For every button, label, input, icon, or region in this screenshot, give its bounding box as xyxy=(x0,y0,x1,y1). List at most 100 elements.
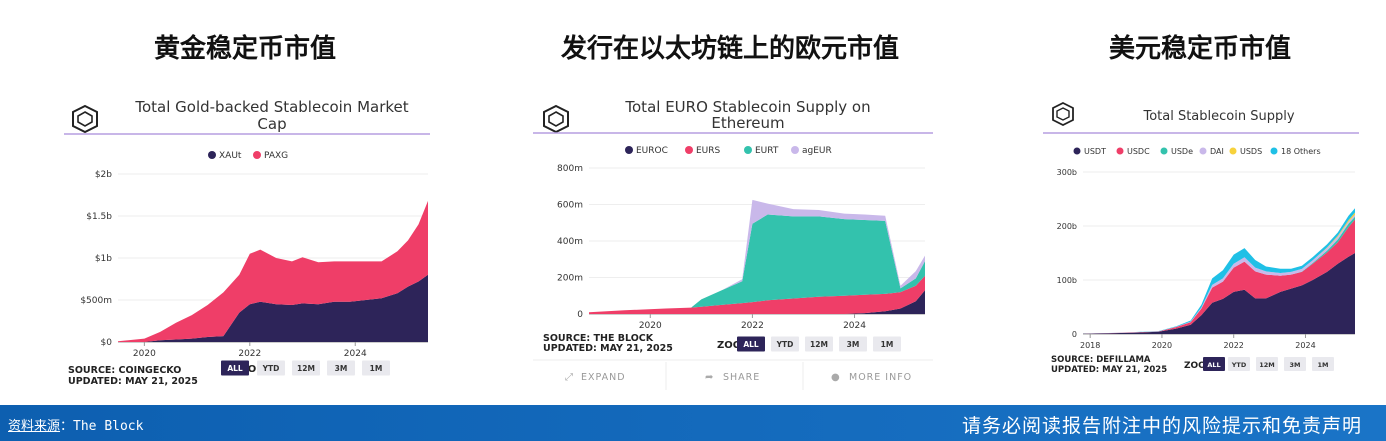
x-tick-label: 2018 xyxy=(1080,341,1100,350)
zoom-button-label: 3M xyxy=(1290,361,1301,369)
zoom-button-label: 1M xyxy=(1318,361,1329,369)
zoom-button-ytd[interactable]: YTD xyxy=(1228,357,1250,371)
zoom-button-ytd[interactable]: YTD xyxy=(771,336,799,352)
legend-marker xyxy=(253,151,261,159)
area-series-euroc xyxy=(589,290,925,314)
y-tick-label: $0 xyxy=(101,338,113,348)
zoom-button-bg xyxy=(1228,357,1250,371)
x-axis: 2018 2020 2022 2024 xyxy=(1080,334,1316,350)
zoom-button-label: 12M xyxy=(297,364,315,373)
share-icon: ➦ xyxy=(705,372,713,383)
zoom-button-label: ALL xyxy=(227,364,243,373)
y-tick-label: $2b xyxy=(95,170,112,180)
zoom-button-all[interactable]: ALL xyxy=(1203,357,1225,371)
zoom-button-bg xyxy=(771,336,799,352)
zoom-button-label: ALL xyxy=(1207,361,1220,369)
zoom-button-bg xyxy=(1203,357,1225,371)
chart-title: Total Stablecoin Supply xyxy=(1142,109,1294,124)
zoom-button-bg xyxy=(327,360,355,376)
more-info-action[interactable]: ● MORE INFO xyxy=(831,372,912,383)
area-series-eurt xyxy=(589,214,925,313)
legend: USDT USDC USDe DAI USDS 18 Others xyxy=(1073,147,1321,156)
legend-label: EURS xyxy=(696,146,721,156)
zoom-button-bg xyxy=(221,360,249,376)
zoom-button-bg xyxy=(1284,357,1306,371)
chart-title: Total Gold-backed Stablecoin Market xyxy=(134,98,408,116)
x-tick-label: 2022 xyxy=(238,349,261,359)
y-axis: $0 $500m $1b $1.5b $2b xyxy=(80,170,112,348)
x-tick-label: 2022 xyxy=(741,321,764,331)
legend-marker xyxy=(685,146,693,154)
legend-marker xyxy=(625,146,633,154)
y-tick-label: 0 xyxy=(1072,330,1077,339)
y-tick-label: 200b xyxy=(1057,222,1077,231)
zoom-button-3m[interactable]: 3M xyxy=(1284,357,1306,371)
legend-marker xyxy=(1116,147,1124,155)
zoom-button-label: 3M xyxy=(847,340,860,349)
zoom-button-label: 1M xyxy=(370,364,383,373)
legend-label: USDT xyxy=(1084,147,1106,156)
footer-bar: 资料来源：The Block 请务必阅读报告附注中的风险提示和免责声明 xyxy=(0,405,1386,441)
legend-marker xyxy=(791,146,799,154)
zoom-button-bg xyxy=(1312,357,1334,371)
usd-chart-panel: Total Stablecoin Supply USDT USDC USDe DAI U… xyxy=(1043,92,1361,382)
zoom-button-label: YTD xyxy=(1231,361,1247,369)
source-label: SOURCE: COINGECKO xyxy=(68,365,181,376)
block-logo-icon xyxy=(543,104,569,134)
legend-label: XAUt xyxy=(219,151,242,161)
y-tick-label: 400m xyxy=(557,237,583,247)
zoom-button-label: YTD xyxy=(776,340,794,349)
euro-chart: Total EURO Stablecoin Supply on Ethereum… xyxy=(533,98,933,390)
zoom-button-label: 12M xyxy=(810,340,828,349)
x-tick-label: 2022 xyxy=(1224,341,1244,350)
zoom-button-ytd[interactable]: YTD xyxy=(257,360,285,376)
zoom-button-3m[interactable]: 3M xyxy=(839,336,867,352)
zoom-button-12m[interactable]: 12M xyxy=(1256,357,1278,371)
y-tick-label: 0 xyxy=(577,310,583,320)
x-tick-label: 2020 xyxy=(1152,341,1172,350)
chart-title-line2: Ethereum xyxy=(711,114,784,132)
legend-label: USDe xyxy=(1171,147,1193,156)
usd-chart: Total Stablecoin Supply USDT USDC USDe DAI U… xyxy=(1043,101,1359,375)
zoom-button-bg xyxy=(362,360,390,376)
more-info-label: MORE INFO xyxy=(849,372,912,383)
legend-label: DAI xyxy=(1210,147,1224,156)
zoom-button-bg xyxy=(292,360,320,376)
plot-area xyxy=(1083,208,1355,334)
euro-chart-panel: Total EURO Stablecoin Supply on Ethereum… xyxy=(533,92,933,392)
y-tick-label: 100b xyxy=(1057,276,1077,285)
share-label: SHARE xyxy=(723,372,760,383)
heading-gold: 黄金稳定币市值 xyxy=(153,34,336,64)
zoom-button-label: YTD xyxy=(262,364,280,373)
x-tick-label: 2024 xyxy=(344,349,367,359)
updated-label: UPDATED: MAY 21, 2025 xyxy=(1051,365,1167,375)
y-axis: 0 100b 200b 300b xyxy=(1057,168,1077,339)
gold-chart: Total Gold-backed Stablecoin Market Cap … xyxy=(64,98,430,387)
y-tick-label: $1b xyxy=(95,254,112,264)
source-label: SOURCE: DEFILLAMA xyxy=(1051,355,1151,365)
area-series-paxg xyxy=(118,200,428,342)
zoom-button-3m[interactable]: 3M xyxy=(327,360,355,376)
legend-label: USDS xyxy=(1240,147,1262,156)
zoom-button-1m[interactable]: 1M xyxy=(1312,357,1334,371)
zoom-label: ZOOM xyxy=(717,340,751,351)
block-logo-icon xyxy=(1052,101,1074,127)
source-prefix: 资料来源 xyxy=(8,419,61,434)
zoom-button-1m[interactable]: 1M xyxy=(873,336,901,352)
legend-label: EURT xyxy=(755,146,779,156)
updated-label: UPDATED: MAY 21, 2025 xyxy=(68,376,198,387)
area-series-usdc xyxy=(1083,219,1355,334)
expand-action[interactable]: ⤢ EXPAND xyxy=(565,372,626,383)
legend: EUROC EURS EURT agEUR xyxy=(625,146,832,156)
legend-marker xyxy=(1199,147,1207,155)
zoom-button-bg xyxy=(737,336,765,352)
zoom-button-label: 3M xyxy=(335,364,348,373)
zoom-button-12m[interactable]: 12M xyxy=(805,336,833,352)
zoom-button-1m[interactable]: 1M xyxy=(362,360,390,376)
zoom-button-12m[interactable]: 12M xyxy=(292,360,320,376)
zoom-button-all[interactable]: ALL xyxy=(221,360,249,376)
share-action[interactable]: ➦ SHARE xyxy=(705,372,760,383)
legend-marker xyxy=(1229,147,1237,155)
zoom-button-all[interactable]: ALL xyxy=(737,336,765,352)
chart-title: Total EURO Stablecoin Supply on xyxy=(624,98,870,116)
